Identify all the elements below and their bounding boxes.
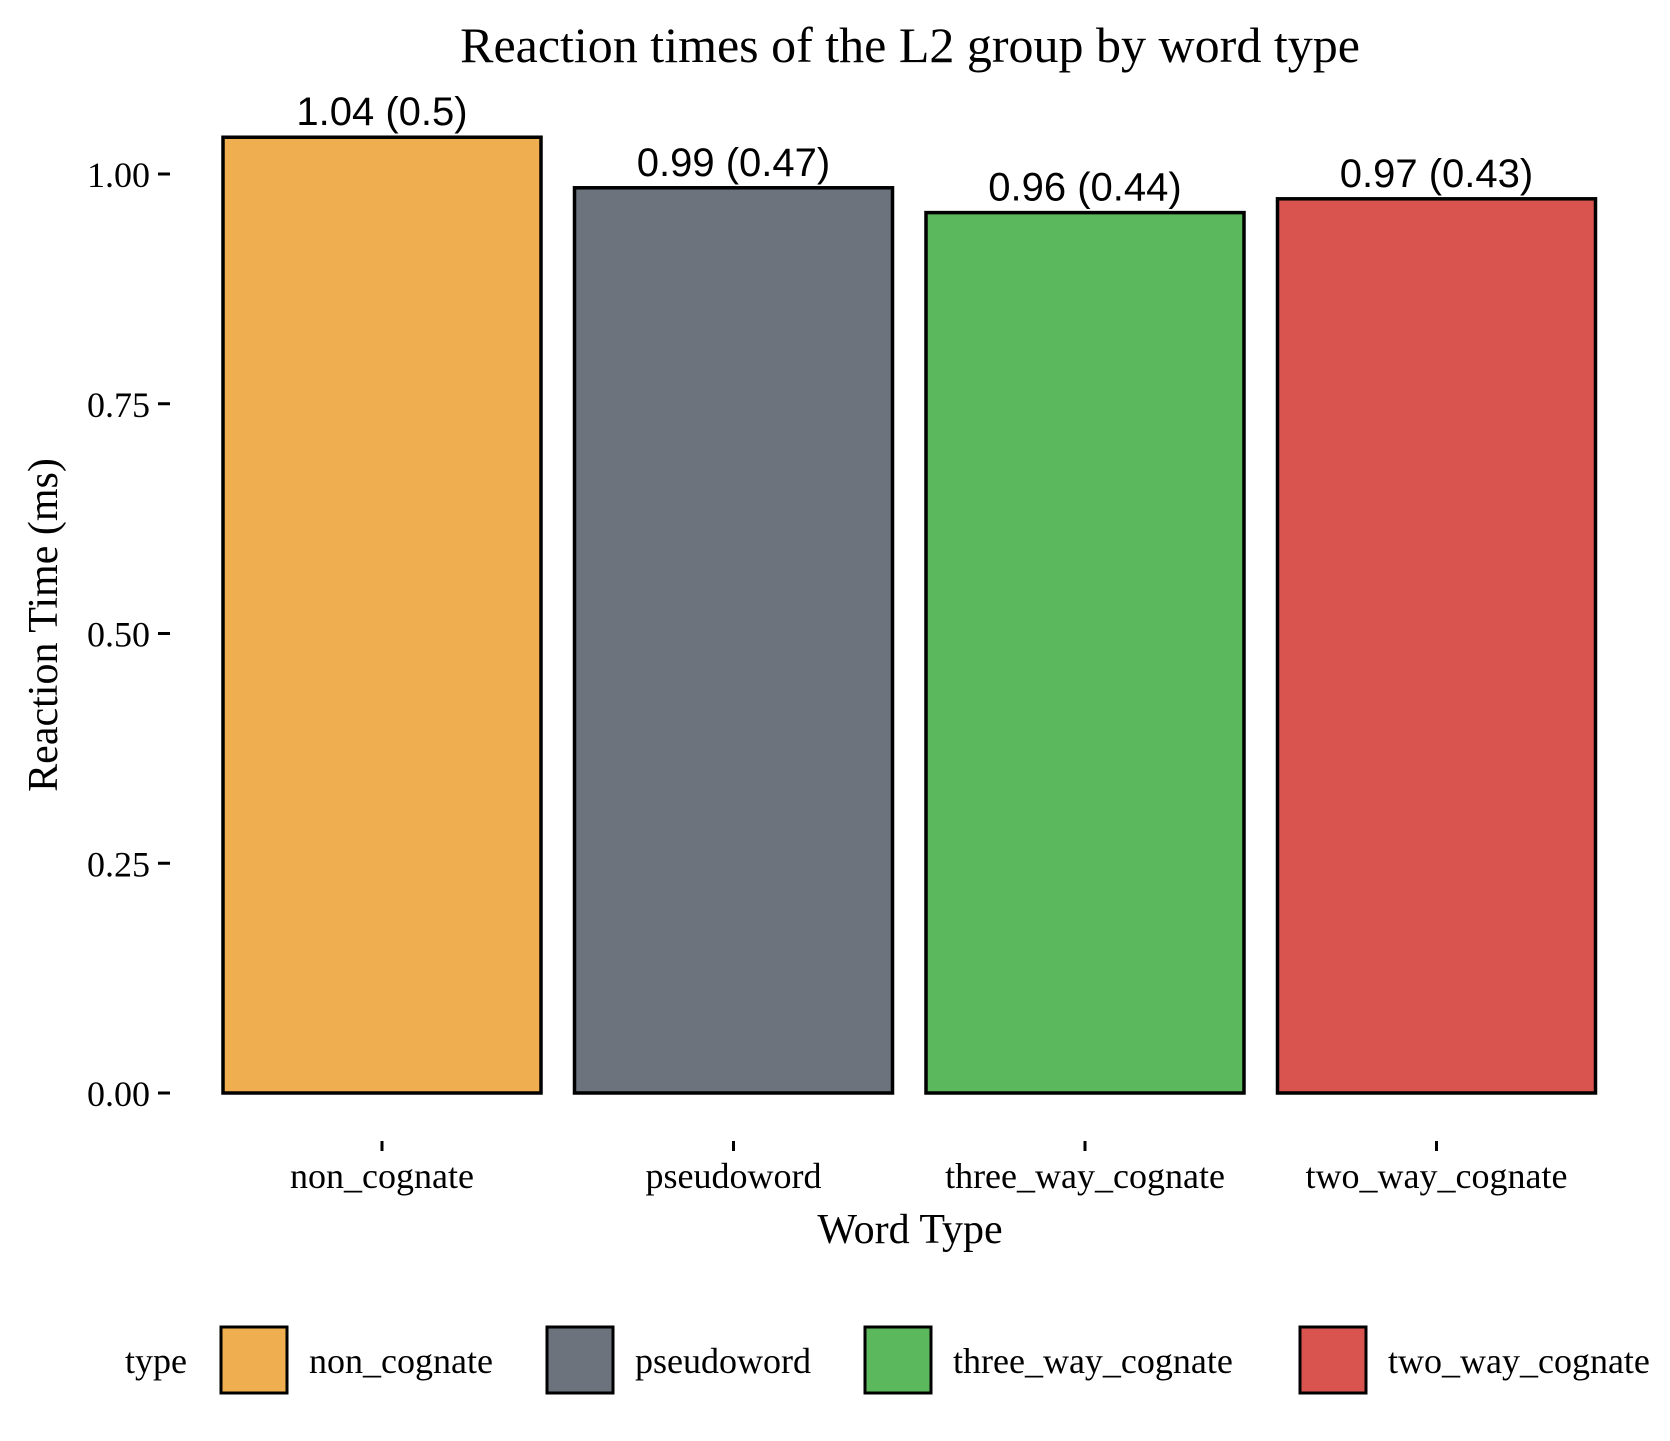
legend-label: three_way_cognate — [953, 1341, 1233, 1381]
x-tick-label: three_way_cognate — [945, 1156, 1225, 1196]
bars: 1.04 (0.5) 0.99 (0.47) 0.96 (0.44) 0.97 (0.… — [221, 90, 1598, 1095]
chart-title: Reaction times of the L2 group by word t… — [460, 17, 1360, 73]
y-tick-label: 0.75 — [87, 385, 150, 425]
x-axis-title: Word Type — [817, 1207, 1002, 1253]
y-tick-label: 0.50 — [87, 615, 150, 655]
bar-non-cognate — [221, 135, 543, 1095]
legend: type non_cognate pseudoword three_way_cogn… — [125, 1325, 1650, 1395]
legend-swatch-three-way-cognate — [863, 1325, 933, 1395]
y-tick-label: 1.00 — [87, 155, 150, 195]
legend-swatch-two-way-cognate — [1298, 1325, 1368, 1395]
y-axis-title: Reaction Time (ms) — [21, 458, 67, 792]
bar-pseudoword — [572, 186, 895, 1095]
y-axis: 0.00 0.25 0.50 0.75 1.00 — [87, 155, 170, 1114]
legend-title: type — [125, 1341, 187, 1381]
y-tick-label: 0.00 — [87, 1074, 150, 1114]
data-label: 0.97 (0.43) — [1340, 152, 1533, 196]
legend-swatch-non-cognate — [219, 1325, 289, 1395]
x-tick-label: pseudoword — [646, 1156, 822, 1196]
legend-label: non_cognate — [309, 1341, 493, 1381]
bar-two-way-cognate — [1275, 197, 1598, 1095]
x-axis: non_cognate pseudoword three_way_cognate tw… — [290, 1141, 1567, 1196]
y-tick-label: 0.25 — [87, 844, 150, 884]
x-tick-label: two_way_cognate — [1306, 1156, 1568, 1196]
data-label: 1.04 (0.5) — [296, 90, 467, 134]
data-label: 0.96 (0.44) — [988, 166, 1181, 210]
legend-label: two_way_cognate — [1388, 1341, 1650, 1381]
x-tick-label: non_cognate — [290, 1156, 474, 1196]
legend-label: pseudoword — [635, 1341, 811, 1381]
bar-three-way-cognate — [924, 210, 1246, 1095]
legend-swatch-pseudoword — [545, 1325, 615, 1395]
data-label: 0.99 (0.47) — [637, 141, 830, 185]
